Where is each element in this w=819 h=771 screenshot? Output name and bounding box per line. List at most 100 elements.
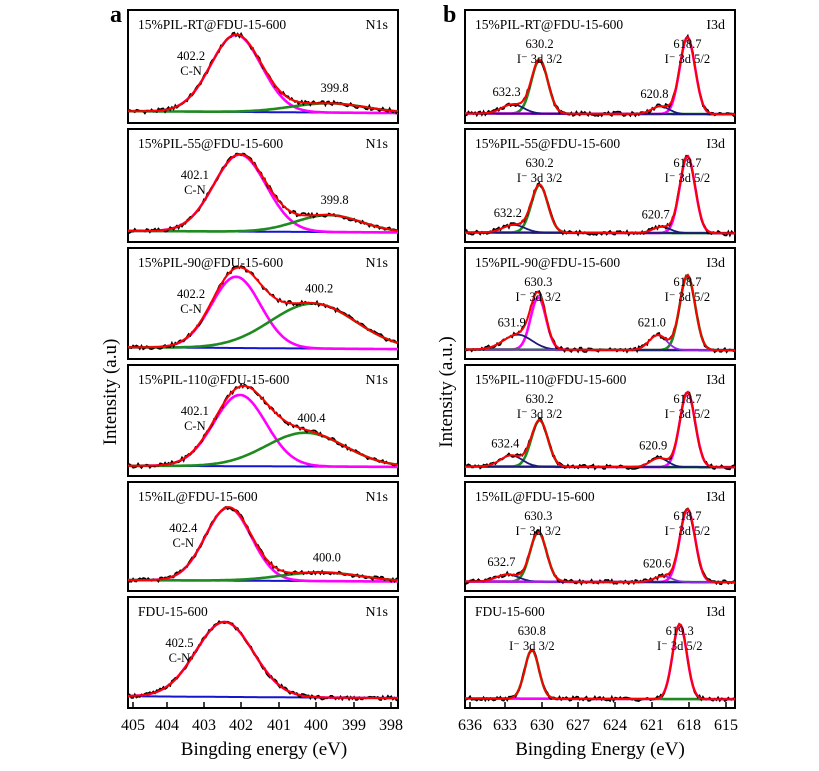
peak-sublabel: I⁻ 3d 5/2	[657, 639, 702, 653]
subplot-title: 15%IL@FDU-15-600	[475, 489, 595, 504]
peak-label-632.7: 632.7	[487, 555, 515, 569]
fitted-envelope	[128, 506, 399, 582]
fitted-envelope	[465, 154, 735, 235]
component-peak-402.1	[128, 393, 398, 469]
peak-label-618.7: 618.7	[673, 156, 701, 170]
subplot-title: 15%PIL-90@FDU-15-600	[475, 255, 620, 270]
fitted-envelope	[465, 35, 735, 116]
peak-label-630.8: 630.8	[518, 624, 546, 638]
peak-label-619.3: 619.3	[666, 624, 694, 638]
subplot-b-4: 15%PIL-110@FDU-15-600 I3d 630.2I⁻ 3d 3/2 61…	[464, 364, 736, 477]
y-axis-title-b: Intensity (a.u.)	[436, 336, 457, 447]
component-peak-402.2	[127, 33, 398, 115]
x-tick-label: 403	[192, 717, 216, 734]
fitted-envelope	[127, 33, 399, 113]
peak-label-399.8: 399.8	[321, 81, 349, 95]
peak-sublabel: C-N	[184, 183, 206, 197]
peak-label-630.2: 630.2	[526, 156, 554, 170]
subplot-tag: N1s	[365, 256, 388, 271]
subplot-frame	[464, 9, 736, 124]
x-tick-label: 633	[493, 717, 517, 734]
subplot-b-6: FDU-15-600 I3d 630.8I⁻ 3d 3/2 619.3I⁻ 3d 5/…	[464, 596, 736, 709]
subplot-b-2: 15%PIL-55@FDU-15-600 I3d 630.2I⁻ 3d 3/2 618…	[464, 128, 736, 243]
peak-label-399.8: 399.8	[321, 193, 349, 207]
x-tick-label: 402	[229, 717, 253, 734]
panel-letter-a: a	[110, 2, 122, 28]
peak-label-630.2: 630.2	[526, 37, 554, 51]
subplot-a-2: 15%PIL-55@FDU-15-600 N1s 402.1C-N 399.8	[127, 128, 399, 243]
subplot-a-1: 15%PIL-RT@FDU-15-600 N1s 402.2C-N 399.8	[127, 9, 399, 124]
fitted-envelope	[128, 384, 399, 467]
subplot-title: 15%PIL-RT@FDU-15-600	[475, 17, 623, 32]
peak-label-620.8: 620.8	[640, 87, 668, 101]
x-tick-label: 399	[342, 717, 366, 734]
x-tick-label: 401	[267, 717, 291, 734]
fitted-envelope	[465, 507, 735, 584]
peak-sublabel: I⁻ 3d 3/2	[517, 52, 562, 66]
x-tick-label: 398	[379, 717, 403, 734]
peak-sublabel: I⁻ 3d 5/2	[665, 290, 710, 304]
subplot-b-3: 15%PIL-90@FDU-15-600 I3d 630.3I⁻ 3d 3/2 618…	[464, 247, 736, 360]
peak-label-620.9: 620.9	[639, 439, 667, 453]
x-tick-label: 618	[677, 717, 701, 734]
peak-label-630.3: 630.3	[524, 509, 552, 523]
subplot-a-5: 15%IL@FDU-15-600 N1s 402.4C-N 400.0	[127, 481, 399, 592]
subplot-frame	[464, 247, 736, 360]
peak-sublabel: C-N	[173, 536, 195, 550]
peak-label-620.7: 620.7	[642, 207, 670, 221]
peak-label-632.2: 632.2	[494, 206, 522, 220]
subplot-frame	[464, 128, 736, 243]
x-tick-label: 621	[640, 717, 664, 734]
peak-label-402.1: 402.1	[181, 404, 209, 418]
fitted-envelope	[465, 390, 735, 469]
subplot-frame	[464, 364, 736, 477]
raw-spectrum	[127, 505, 399, 584]
subplot-title: 15%PIL-RT@FDU-15-600	[138, 17, 286, 32]
peak-sublabel: C-N	[180, 302, 202, 316]
peak-sublabel: I⁻ 3d 3/2	[516, 290, 561, 304]
peak-sublabel: C-N	[180, 64, 202, 78]
component-peak-621.0	[465, 334, 736, 352]
peak-label-631.9: 631.9	[498, 316, 526, 330]
subplot-frame	[127, 9, 399, 124]
subplot-title: 15%IL@FDU-15-600	[138, 489, 258, 504]
component-peak-400.4	[127, 431, 399, 468]
x-tick-label: 404	[155, 717, 179, 734]
subplot-tag: N1s	[365, 605, 388, 620]
x-axis-title-b: Bingding Energy (eV)	[515, 739, 685, 760]
peak-sublabel: I⁻ 3d 5/2	[665, 171, 710, 185]
subplot-frame	[127, 128, 399, 243]
x-tick-label: 636	[458, 717, 482, 734]
x-tick-label: 400	[304, 717, 328, 734]
subplot-a-4: 15%PIL-110@FDU-15-600 N1s 402.1C-N 400.4	[127, 364, 399, 477]
fitted-envelope	[128, 153, 399, 232]
subplot-title: 15%PIL-90@FDU-15-600	[138, 255, 283, 270]
fitted-envelope	[465, 273, 735, 352]
fitted-envelope	[127, 266, 399, 349]
peak-sublabel: I⁻ 3d 5/2	[665, 524, 710, 538]
peak-sublabel: I⁻ 3d 5/2	[665, 407, 710, 421]
peak-sublabel: I⁻ 3d 3/2	[517, 171, 562, 185]
fitted-envelope	[465, 622, 735, 701]
peak-label-632.3: 632.3	[493, 85, 521, 99]
component-peak-631.9	[465, 333, 736, 352]
x-axis-title-a: Bingding energy (eV)	[181, 739, 347, 760]
peak-label-618.7: 618.7	[673, 509, 701, 523]
y-axis-title-a: Intensity (a.u)	[100, 339, 121, 446]
subplot-title: 15%PIL-55@FDU-15-600	[138, 136, 283, 151]
subplot-tag: I3d	[706, 605, 725, 620]
x-tick-label: 627	[566, 717, 590, 734]
peak-label-630.3: 630.3	[524, 275, 552, 289]
subplot-tag: I3d	[706, 137, 725, 152]
peak-label-402.2: 402.2	[177, 287, 205, 301]
subplot-b-5: 15%IL@FDU-15-600 I3d 630.3I⁻ 3d 3/2 618.7I⁻…	[464, 481, 736, 592]
peak-label-618.7: 618.7	[673, 392, 701, 406]
panel-letter-b: b	[443, 2, 456, 28]
peak-label-621.0: 621.0	[638, 316, 666, 330]
peak-sublabel: C-N	[184, 419, 206, 433]
subplot-tag: I3d	[706, 18, 725, 33]
peak-label-400.0: 400.0	[313, 550, 341, 564]
subplot-tag: I3d	[706, 373, 725, 388]
peak-sublabel: I⁻ 3d 3/2	[509, 639, 554, 653]
